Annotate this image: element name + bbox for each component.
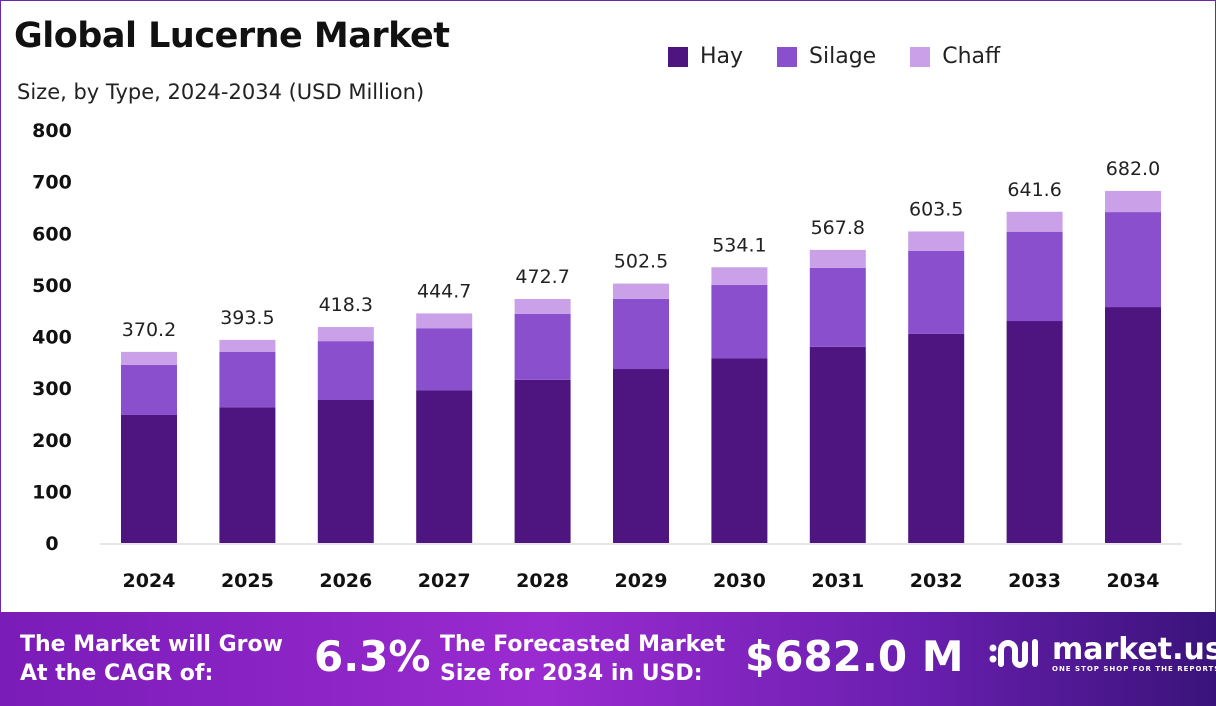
legend-swatch-hay: [668, 46, 688, 67]
x-tick-label: 2029: [615, 570, 668, 592]
total-data-label: 502.5: [614, 251, 668, 273]
bar-chaff: [711, 267, 768, 285]
bar-hay: [809, 346, 866, 543]
x-tick-label: 2031: [811, 570, 864, 592]
bar-hay: [613, 369, 669, 543]
y-tick-label: 500: [32, 275, 72, 297]
legend-chaff: Chaff: [910, 44, 1000, 69]
bar-chaff: [809, 249, 866, 268]
total-data-label: 418.3: [319, 294, 373, 316]
forecast-label-line2: Size for 2034 in USD:: [440, 661, 703, 686]
y-tick-label: 0: [45, 533, 58, 555]
bar-hay: [514, 379, 571, 543]
x-tick-label: 2034: [1107, 570, 1160, 592]
bar-silage: [908, 250, 965, 334]
bar-chaff: [908, 231, 965, 251]
legend-hay: Hay: [668, 44, 743, 69]
cagr-label-line1: The Market will Grow: [20, 632, 283, 657]
total-data-label: 444.7: [417, 280, 471, 302]
bar-silage: [514, 313, 571, 380]
logo-name: market.us: [1052, 632, 1216, 667]
total-data-label: 534.1: [712, 234, 766, 256]
total-data-label: 472.7: [515, 266, 569, 288]
y-tick-label: 600: [32, 223, 72, 245]
bar-chaff: [1006, 211, 1063, 232]
total-data-label: 393.5: [220, 307, 274, 329]
market-us-logo: market.us ONE STOP SHOP FOR THE REPORTS: [988, 634, 1216, 674]
bar-chaff: [219, 339, 276, 352]
bar-silage: [121, 364, 177, 415]
forecast-label: The Forecasted Market Size for 2034 in U…: [440, 630, 725, 688]
forecast-label-line1: The Forecasted Market: [440, 632, 726, 657]
bar-hay: [1006, 321, 1063, 543]
bar-chaff: [1105, 190, 1161, 213]
x-tick-label: 2030: [713, 570, 766, 592]
chart-title: Global Lucerne Market: [14, 16, 450, 56]
bar-chaff: [613, 283, 669, 299]
total-data-label: 370.2: [122, 319, 176, 341]
bar-chaff: [317, 327, 374, 342]
x-tick-label: 2032: [910, 570, 963, 592]
x-tick-label: 2033: [1008, 570, 1061, 592]
summary-banner: The Market will Grow At the CAGR of: 6.3…: [0, 612, 1216, 706]
bar-hay: [908, 333, 965, 543]
legend-label: Hay: [700, 44, 744, 69]
bar-hay: [121, 414, 177, 543]
cagr-value: 6.3%: [314, 632, 431, 681]
bar-hay: [317, 399, 374, 543]
legend-label: Chaff: [942, 44, 1001, 69]
total-data-label: 641.6: [1007, 179, 1061, 201]
y-tick-label: 700: [32, 172, 72, 194]
x-tick-label: 2027: [418, 570, 471, 592]
x-tick-label: 2025: [221, 570, 274, 592]
chart-subtitle: Size, by Type, 2024-2034 (USD Million): [17, 80, 425, 104]
forecast-value: $682.0 M: [745, 632, 964, 681]
bar-silage: [416, 328, 473, 391]
bar-hay: [416, 390, 473, 543]
y-tick-label: 200: [32, 430, 72, 452]
y-tick-label: 100: [32, 481, 72, 503]
bar-silage: [809, 267, 866, 347]
cagr-label-line2: At the CAGR of:: [20, 661, 214, 686]
x-tick-label: 2024: [123, 570, 176, 592]
legend: Hay Silage Chaff: [668, 44, 1000, 69]
bar-chaff: [514, 298, 571, 314]
cagr-label: The Market will Grow At the CAGR of:: [20, 630, 283, 688]
bar-hay: [1105, 307, 1161, 543]
total-data-label: 682.0: [1106, 158, 1160, 180]
legend-swatch-silage: [777, 46, 798, 67]
chart-plot: 0 100 200 300 400 500 600 700 800 370.2 2024 393.5 2…: [32, 120, 1182, 592]
bar-hay: [711, 358, 768, 543]
bar-chaff: [121, 351, 177, 365]
bar-chaff: [416, 313, 473, 329]
logo-tagline: ONE STOP SHOP FOR THE REPORTS: [1052, 665, 1216, 673]
legend-silage: Silage: [777, 44, 876, 69]
x-tick-label: 2026: [319, 570, 372, 592]
bar-silage: [219, 351, 276, 408]
x-tick-label: 2028: [516, 570, 569, 592]
bar-silage: [1006, 231, 1063, 322]
total-data-label: 567.8: [811, 217, 865, 239]
bar-silage: [317, 341, 374, 400]
legend-swatch-chaff: [910, 46, 931, 67]
bar-silage: [1105, 212, 1161, 308]
bar-silage: [613, 298, 669, 370]
bar-silage: [711, 284, 768, 359]
logo-icon: [989, 639, 1038, 668]
bar-hay: [219, 407, 276, 543]
y-tick-label: 800: [32, 120, 72, 142]
y-tick-label: 300: [32, 378, 72, 400]
total-data-label: 603.5: [909, 198, 963, 220]
y-tick-label: 400: [32, 327, 72, 349]
legend-label: Silage: [809, 44, 877, 69]
